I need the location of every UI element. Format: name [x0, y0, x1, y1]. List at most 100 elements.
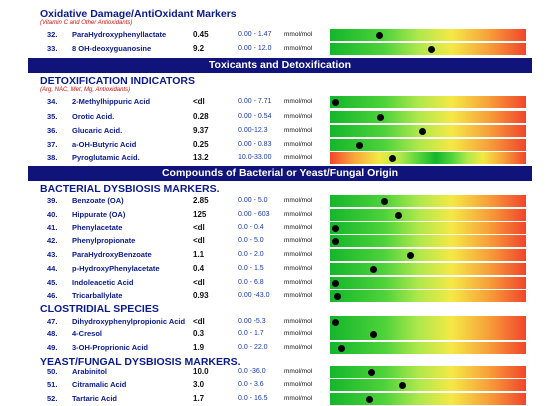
reference-range: 0.0 - 1.7: [238, 330, 264, 337]
result-row: 33. 8 OH-deoxyguanosine 9.2 0.00 - 12.0 mmol…: [0, 42, 555, 56]
yeast-section-title: YEAST/FUNGAL DYSBIOSIS MARKERS.: [40, 356, 241, 368]
row-number: 49.: [47, 343, 58, 352]
unit-label: mmol/mol: [284, 368, 313, 375]
level-gradient-bar: [330, 379, 526, 391]
result-row: 36. Glucaric Acid. 9.37 0.00-12.3 mmol/mol: [0, 124, 555, 138]
unit-label: mmol/mol: [284, 381, 313, 388]
reference-range: 0.00 -43.0: [238, 292, 270, 299]
reference-range: 0.0 - 2.0: [238, 251, 264, 258]
reference-range: 0.0 - 16.5: [238, 395, 268, 402]
result-row: 39. Benzoate (OA) 2.85 0.00 - 5.0 mmol/mol: [0, 194, 555, 208]
unit-label: mmol/mol: [284, 211, 313, 218]
result-row: 46. Tricarballylate 0.93 0.00 -43.0 mmol/mol: [0, 289, 555, 303]
level-marker-dot: [381, 197, 389, 205]
row-number: 50.: [47, 367, 58, 376]
result-row: 34. 2-Methylhippuric Acid <dl 0.00 - 7.71 mm…: [0, 95, 555, 109]
marker-name: Hippurate (OA): [72, 210, 126, 219]
marker-name: Glucaric Acid.: [72, 126, 123, 135]
marker-value: <dl: [193, 278, 205, 287]
result-row: 43. ParaHydroxyBenzoate 1.1 0.0 - 2.0 mmol/m…: [0, 248, 555, 262]
unit-label: mmol/mol: [284, 141, 313, 148]
level-gradient-bar: [330, 235, 526, 247]
toxicants-banner: Toxicants and Detoxification: [28, 58, 532, 73]
marker-name: Dihydroxyphenylpropionic Acid: [72, 317, 186, 326]
marker-value: <dl: [193, 97, 205, 106]
reference-range: 0.0 -36.0: [238, 368, 266, 375]
unit-label: mmol/mol: [284, 292, 313, 299]
level-gradient-bar: [330, 111, 526, 123]
bacterial-section-title: BACTERIAL DYSBIOSIS MARKERS.: [40, 183, 220, 195]
marker-value: 125: [193, 210, 207, 219]
level-marker-dot: [428, 45, 436, 53]
result-row: 37. a-OH-Butyric Acid 0.25 0.00 - 0.83 mmol/…: [0, 138, 555, 152]
row-number: 40.: [47, 210, 58, 219]
marker-value: 3.0: [193, 380, 205, 389]
reference-range: 0.00 - 5.0: [238, 197, 268, 204]
unit-label: mmol/mol: [284, 279, 313, 286]
reference-range: 0.00 -5.3: [238, 318, 266, 325]
reference-range: 0.00-12.3: [238, 127, 268, 134]
row-number: 38.: [47, 153, 58, 162]
unit-label: mmol/mol: [284, 98, 313, 105]
marker-value: 9.37: [193, 126, 209, 135]
level-gradient-bar: [330, 152, 526, 164]
level-marker-dot: [338, 344, 346, 352]
oxidative-section-title: Oxidative Damage/AntiOxidant Markers: [40, 8, 237, 20]
result-row: 38. Pyroglutamic Acid. 13.2 10.0-33.00 mmol/…: [0, 151, 555, 165]
row-number: 41.: [47, 223, 58, 232]
level-marker-dot: [399, 381, 407, 389]
row-number: 48.: [47, 329, 58, 338]
level-marker-dot: [377, 113, 385, 121]
unit-label: mmol/mol: [284, 318, 313, 325]
result-row: 52. Tartaric Acid 1.7 0.0 - 16.5 mmol/mol: [0, 392, 555, 406]
marker-name: ParaHydroxyBenzoate: [72, 250, 152, 259]
clostridial-section-title: CLOSTRIDIAL SPECIES: [40, 303, 159, 315]
result-row: 49. 3-OH-Proprionic Acid 1.9 0.0 - 22.0 mmol…: [0, 341, 555, 355]
unit-label: mmol/mol: [284, 265, 313, 272]
reference-range: 10.0-33.00: [238, 154, 272, 161]
marker-name: 4-Cresol: [72, 329, 103, 338]
level-marker-dot: [365, 395, 373, 403]
reference-range: 0.0 - 0.4: [238, 224, 264, 231]
level-marker-dot: [395, 211, 403, 219]
row-number: 32.: [47, 30, 58, 39]
marker-value: 1.9: [193, 343, 205, 352]
marker-value: 0.45: [193, 30, 209, 39]
row-number: 33.: [47, 44, 58, 53]
level-gradient-bar: [330, 209, 526, 221]
marker-value: 13.2: [193, 153, 209, 162]
level-gradient-bar: [330, 222, 526, 234]
row-number: 45.: [47, 278, 58, 287]
marker-value: 2.85: [193, 196, 209, 205]
row-number: 51.: [47, 380, 58, 389]
level-gradient-bar: [330, 290, 526, 302]
row-number: 47.: [47, 317, 58, 326]
marker-value: 0.28: [193, 112, 209, 121]
level-gradient-bar: [330, 195, 526, 207]
level-gradient-bar: [330, 328, 526, 340]
level-gradient-bar: [330, 249, 526, 261]
compounds-banner: Compounds of Bacterial or Yeast/Fungal O…: [28, 166, 532, 181]
marker-value: 9.2: [193, 44, 205, 53]
result-row: 50. Arabinitol 10.0 0.0 -36.0 mmol/mol: [0, 365, 555, 379]
level-marker-dot: [332, 98, 340, 106]
marker-value: 10.0: [193, 367, 209, 376]
level-gradient-bar: [330, 277, 526, 289]
unit-label: mmol/mol: [284, 31, 313, 38]
result-row: 51. Citramalic Acid 3.0 0.0 - 3.6 mmol/mol: [0, 378, 555, 392]
level-gradient-bar: [330, 29, 526, 41]
level-gradient-bar: [330, 366, 526, 378]
reference-range: 0.0 - 1.5: [238, 265, 264, 272]
row-number: 35.: [47, 112, 58, 121]
marker-name: Tartaric Acid: [72, 394, 118, 403]
result-row: 35. Orotic Acid. 0.28 0.00 - 0.54 mmol/mol: [0, 110, 555, 124]
row-number: 44.: [47, 264, 58, 273]
row-number: 34.: [47, 97, 58, 106]
level-gradient-bar: [330, 316, 526, 328]
row-number: 37.: [47, 140, 58, 149]
marker-value: 0.4: [193, 264, 205, 273]
detox-section-subtitle: (Arg, NAC, Met, Mg, Antioxidants): [40, 87, 131, 93]
reference-range: 0.0 - 5.0: [238, 237, 264, 244]
marker-value: 0.93: [193, 291, 209, 300]
marker-name: Phenylpropionate: [72, 236, 136, 245]
